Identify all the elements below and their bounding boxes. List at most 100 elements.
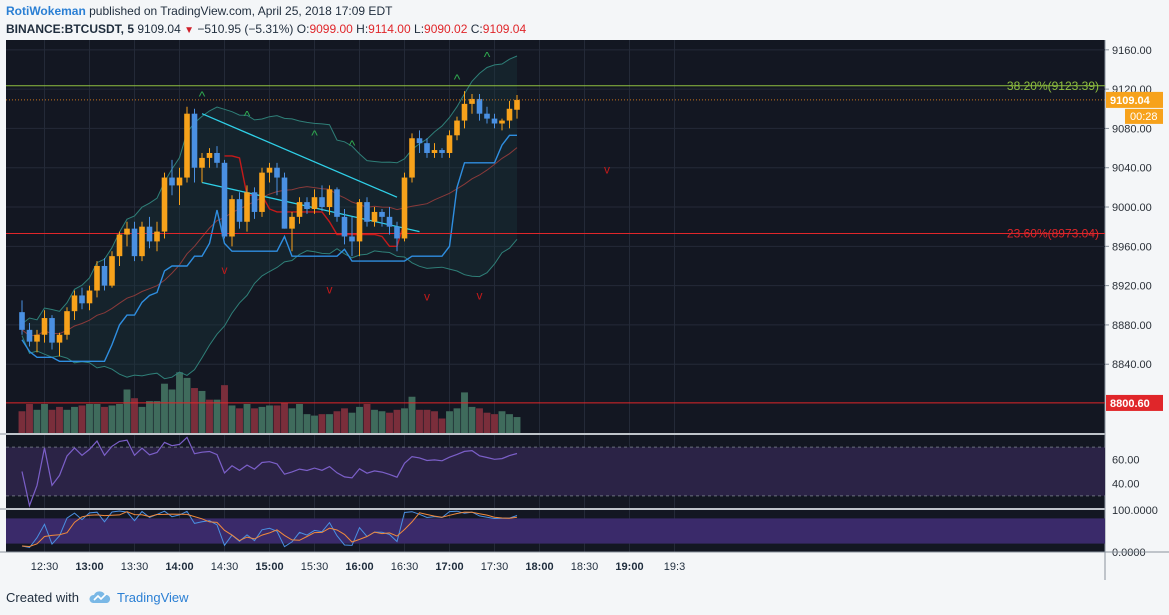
volume-bar (86, 404, 93, 433)
price-tick-label: 9160.00 (1112, 45, 1152, 57)
fib-level-label: 23.60%(8973.04) (1007, 227, 1099, 241)
candle-body (154, 231, 160, 242)
price-tick-label: 8840.00 (1112, 359, 1152, 371)
volume-bar (146, 401, 153, 433)
volume-bar (318, 414, 326, 433)
volume-bar (311, 415, 318, 433)
sell-marker-icon: v (477, 288, 483, 302)
volume-bar (18, 411, 26, 433)
candle-body (409, 138, 415, 178)
time-tick-label: 19:3 (664, 561, 685, 573)
volume-bar (41, 404, 48, 433)
volume-bar (483, 412, 491, 433)
volume-bar (506, 414, 513, 433)
volume-bar (26, 404, 33, 433)
rsi-tick-label: 60.00 (1112, 454, 1140, 466)
rsi-line (21, 436, 518, 508)
candle-body (229, 199, 235, 237)
volume-bar (101, 406, 108, 433)
candle-body (424, 143, 430, 153)
candle-body (499, 120, 505, 124)
buy-marker-icon: ^ (349, 137, 356, 153)
volume-bar (393, 409, 401, 433)
candle-body (514, 99, 520, 110)
time-tick-label: 19:00 (615, 561, 643, 573)
candle-body (326, 189, 333, 208)
volume-bar (431, 411, 438, 433)
alert-price-label: 8800.60 (1110, 398, 1150, 410)
volume-bar (296, 404, 303, 433)
candle-body (506, 108, 513, 121)
price-tick-label: 8880.00 (1112, 320, 1152, 332)
price-tick-label: 8920.00 (1112, 281, 1152, 293)
volume-bar (93, 404, 101, 433)
volume-bar (161, 383, 168, 433)
candle-body (161, 177, 168, 232)
tradingview-brand[interactable]: TradingView (117, 590, 189, 605)
volume-bar (243, 404, 251, 433)
candle-body (476, 98, 483, 114)
volume-bar (348, 412, 356, 433)
candle-body (41, 318, 48, 335)
volume-bar (273, 405, 281, 433)
volume-bar (453, 408, 461, 433)
main-pane (6, 40, 1105, 433)
buy-marker-icon: ^ (484, 49, 491, 65)
candle-body (146, 226, 153, 242)
volume-bar (228, 405, 236, 433)
rsi-tick-label: 40.00 (1112, 479, 1140, 491)
candle-body (356, 202, 363, 242)
volume-bar (251, 408, 258, 433)
time-tick-label: 12:30 (31, 561, 59, 573)
candle-body (49, 318, 55, 343)
volume-bar (333, 411, 341, 433)
rsi-band (6, 447, 1105, 496)
volume-bar (468, 406, 476, 433)
price-tick-label: 9000.00 (1112, 202, 1152, 214)
candle-body (221, 162, 228, 237)
candle-body (274, 167, 280, 178)
volume-bar (401, 408, 408, 433)
volume-bar (416, 409, 423, 433)
candle-body (364, 202, 370, 222)
buy-marker-icon: ^ (244, 108, 251, 124)
candle-body (454, 120, 460, 136)
time-tick-label: 14:00 (165, 561, 193, 573)
volume-bar (303, 414, 311, 433)
buy-marker-icon: ^ (199, 88, 206, 104)
candle-body (469, 98, 475, 104)
volume-bar (423, 409, 431, 433)
candle-body (206, 152, 213, 158)
open-value: 9099.00 (309, 22, 353, 36)
stoch-band (6, 518, 1105, 544)
candle-body (251, 192, 258, 212)
stoch-d-line (21, 511, 518, 548)
volume-bar (131, 398, 138, 433)
last-price-label: 9109.04 (1110, 95, 1151, 107)
author-link[interactable]: RotiWokeman (6, 4, 86, 18)
stoch-tick-label: 100.0000 (1112, 505, 1158, 517)
volume-bar (206, 399, 213, 433)
candle-body (71, 295, 78, 312)
candle-body (79, 295, 85, 304)
candle-body (349, 236, 355, 242)
last-price-badge (1106, 91, 1163, 108)
close-value: 9109.04 (482, 22, 527, 36)
price-chart[interactable]: 9160.009120.009080.009040.009000.008960.… (0, 40, 1169, 580)
candle-body (461, 103, 468, 121)
candle-body (56, 334, 63, 343)
volume-bar (108, 405, 116, 433)
stoch-tick-label: 0.0000 (1112, 547, 1146, 559)
trendline-upper (201, 113, 398, 198)
open-label: O: (296, 22, 310, 36)
volume-bar (461, 392, 468, 433)
buy-marker-icon: ^ (311, 127, 318, 143)
candle-body (236, 199, 243, 222)
time-tick-label: 18:30 (571, 561, 599, 573)
candle-body (341, 216, 348, 237)
volume-bar (183, 377, 191, 433)
candle-body (431, 150, 438, 153)
sell-marker-icon: v (424, 289, 430, 303)
sell-marker-icon: v (604, 163, 610, 177)
volume-bar (56, 406, 63, 433)
